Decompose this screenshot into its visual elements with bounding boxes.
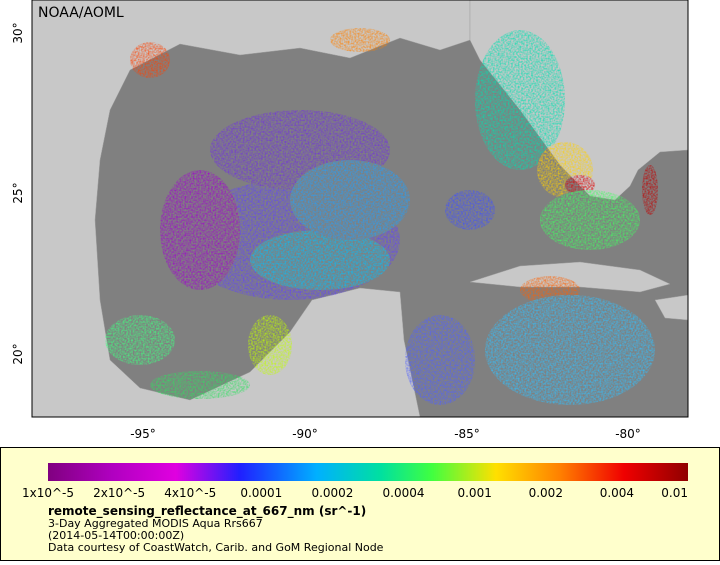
colorbar-ticks: 1x10^-5 2x10^-5 4x10^-5 0.0001 0.0002 0.0004 0… (22, 486, 688, 500)
lat-tick-label: 25° (11, 182, 25, 203)
lon-tick-label: -90° (292, 427, 318, 441)
data-patches (105, 28, 658, 405)
colorbar-tick-label: 2x10^-5 (93, 486, 145, 500)
credit: NOAA/AOML (38, 5, 124, 21)
lon-tick-label: -85° (454, 427, 480, 441)
legend-title: remote_sensing_reflectance_at_667_nm (sr… (48, 504, 366, 519)
colorbar-tick-label: 0.001 (457, 486, 491, 500)
colorbar-tick-label: 0.01 (661, 486, 688, 500)
map: NOAA/AOML 30° 25° 20° -95° -90° -85° -80… (11, 0, 689, 441)
lon-tick-label: -80° (615, 427, 641, 441)
legend-line: Data courtesy of CoastWatch, Carib. and … (48, 541, 384, 554)
colorbar-tick-label: 0.0001 (240, 486, 282, 500)
lon-ticks: -95° -90° -85° -80° (130, 427, 641, 441)
colorbar-tick-label: 0.004 (600, 486, 634, 500)
colorbar-tick-label: 1x10^-5 (22, 486, 74, 500)
lat-ticks: 30° 25° 20° (11, 22, 25, 364)
map-frame (31, 0, 689, 418)
colorbar-tick-label: 0.0004 (383, 486, 425, 500)
legend-line: (2014-05-14T00:00:00Z) (48, 529, 184, 542)
lat-tick-label: 20° (11, 343, 25, 364)
legend: 1x10^-5 2x10^-5 4x10^-5 0.0001 0.0002 0.0004 0… (0, 447, 720, 561)
legend-line: 3-Day Aggregated MODIS Aqua Rrs667 (48, 517, 263, 530)
colorbar-tick-label: 0.0002 (311, 486, 353, 500)
colorbar-tick-label: 4x10^-5 (164, 486, 216, 500)
lat-tick-label: 30° (11, 22, 25, 43)
lon-tick-label: -95° (130, 427, 156, 441)
colorbar (48, 463, 688, 481)
colorbar-tick-label: 0.002 (529, 486, 563, 500)
